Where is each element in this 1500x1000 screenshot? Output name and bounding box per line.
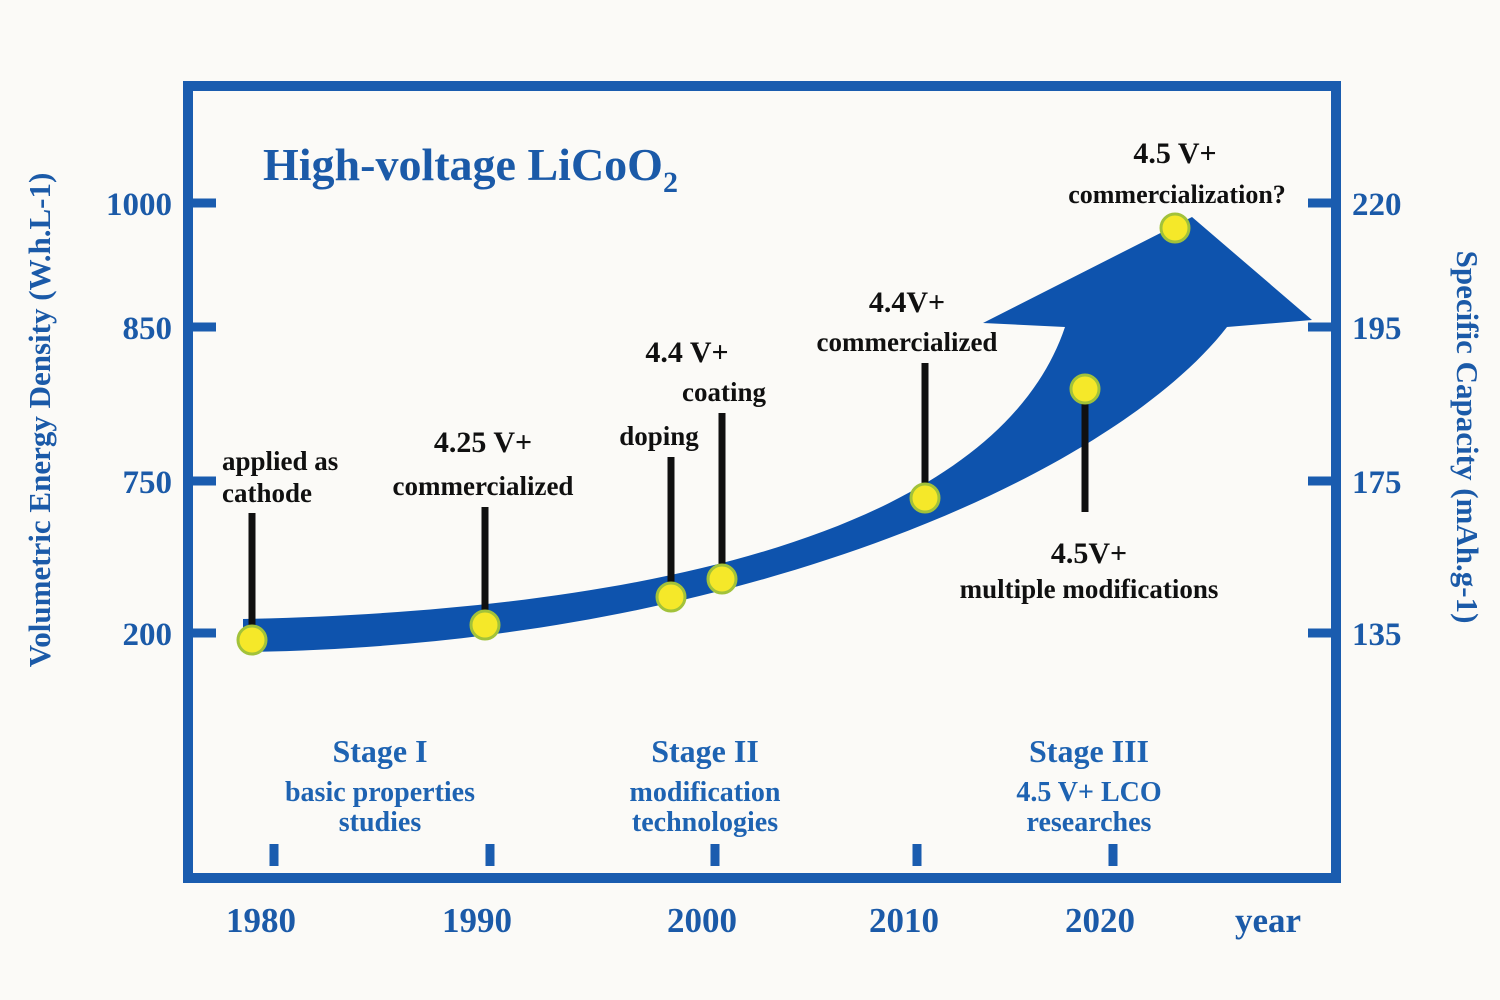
chart-title-main: High-voltage LiCoO [263, 139, 663, 190]
chart-title-subscript: 2 [663, 166, 678, 199]
x-axis-tick-labels: 1980 1990 2000 2010 2020 year [226, 901, 1301, 940]
annotation-4-4v-plus: 4.4V+ [869, 286, 945, 319]
chart-title: High-voltage LiCoO2 [263, 139, 678, 199]
data-point-doping [655, 581, 687, 613]
y-left-tick-labels: 1000 850 750 200 [106, 187, 172, 653]
x-tick-label: 1990 [442, 901, 512, 940]
y-left-axis-title: Volumetric Energy Density (W.h.L-1) [22, 173, 57, 668]
stage3-name: Stage III [1029, 733, 1149, 769]
x-tick-label: 2000 [667, 901, 737, 940]
y-left-ticks [193, 198, 216, 638]
stage1-desc-line2: studies [339, 807, 422, 838]
data-point-coating [706, 563, 738, 595]
stage3-desc-line1: 4.5 V+ LCO [1016, 777, 1161, 808]
y-right-tick-label: 195 [1352, 311, 1402, 347]
x-tick-label: 1980 [226, 901, 296, 940]
annotation-4-5v: 4.5V+ [1051, 537, 1127, 570]
y-right-tick-label: 220 [1352, 187, 1402, 223]
x-tick-label: 2010 [869, 901, 939, 940]
y-left-tick-label: 200 [123, 617, 173, 653]
data-point-future [1159, 212, 1191, 244]
annotation-4-5v-future: 4.5 V+ [1133, 137, 1216, 170]
annotation-applied-as: applied as [222, 446, 338, 476]
data-point-2010 [909, 482, 941, 514]
annotation-multiple-modifications: multiple modifications [960, 574, 1219, 604]
stage-labels: Stage I basic properties studies Stage I… [285, 733, 1162, 838]
stage2-desc-line2: technologies [632, 807, 778, 838]
x-axis-ticks [269, 844, 1118, 866]
y-right-tick-label: 175 [1352, 465, 1402, 501]
y-left-tick-label: 1000 [106, 187, 172, 223]
annotation-cathode: cathode [222, 478, 312, 508]
stage1-desc-line1: basic properties [285, 777, 475, 808]
stage2-name: Stage II [651, 733, 759, 769]
plot-frame [183, 81, 1341, 883]
y-left-tick-label: 850 [123, 311, 173, 347]
y-right-ticks [1308, 198, 1331, 638]
x-tick-label: 2020 [1065, 901, 1135, 940]
annotation-4-25v-commercialized: commercialized [393, 471, 574, 501]
annotation-coating: coating [682, 377, 766, 407]
data-point-2019 [1069, 373, 1101, 405]
y-right-axis-title: Specific Capacity (mAh.g-1) [1450, 251, 1485, 624]
milestone-lines [248, 363, 1089, 627]
y-right-tick-labels: 220 195 175 135 [1352, 187, 1402, 653]
milestone-annotations: applied as cathode 4.25 V+ commercialize… [222, 137, 1286, 604]
stage2-desc-line1: modification [630, 777, 781, 808]
y-left-tick-label: 750 [123, 465, 173, 501]
stage1-name: Stage I [332, 733, 427, 769]
stage3-desc-line2: researches [1027, 807, 1152, 838]
annotation-commercialization: commercialization? [1068, 180, 1286, 209]
data-point-1990 [469, 609, 501, 641]
x-axis-title: year [1235, 901, 1301, 940]
annotation-doping: doping [619, 421, 699, 451]
data-point-1979 [236, 624, 268, 656]
trend-arrow [243, 217, 1312, 652]
annotation-4-4v: 4.4 V+ [645, 336, 728, 369]
y-right-tick-label: 135 [1352, 617, 1402, 653]
annotation-4-4v-commercialized: commercialized [817, 327, 998, 357]
milestone-points [236, 212, 1191, 656]
annotation-4-25v: 4.25 V+ [434, 426, 532, 459]
